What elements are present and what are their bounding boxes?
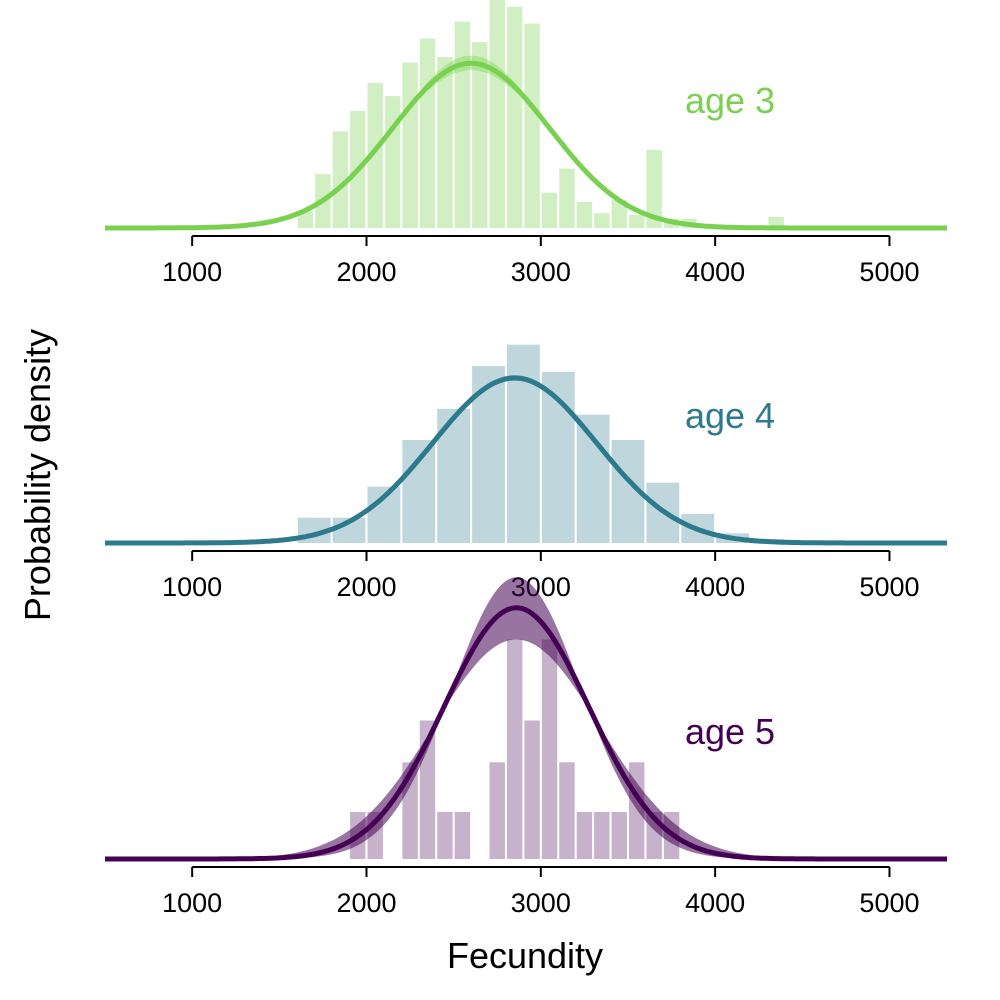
panel-3: 1000 2000 3000 4000 5000 age 5 [105, 577, 947, 918]
histogram-bar [768, 216, 784, 228]
histogram-bar [506, 344, 540, 543]
histogram-bar [524, 23, 540, 228]
x-tick-label: 2000 [336, 572, 396, 602]
panel-1: 1000 2000 3000 4000 5000 age 3 [105, 0, 947, 287]
histogram-bar [628, 214, 645, 228]
x-tick-label: 4000 [685, 888, 745, 918]
x-tick-label: 4000 [685, 257, 745, 287]
x-tick-label: 4000 [685, 572, 745, 602]
histogram-bar [524, 720, 540, 859]
histogram-bar [437, 811, 453, 859]
histogram-bar [559, 762, 575, 859]
x-tick-label: 2000 [336, 257, 396, 287]
histogram-bar [384, 96, 401, 228]
histogram-bar [541, 192, 558, 228]
histogram-bar [419, 38, 436, 229]
histogram-bar [576, 414, 610, 543]
histogram-bar [506, 6, 523, 228]
histogram-bar [402, 62, 418, 228]
histogram-bar [402, 439, 436, 543]
histogram-bar [611, 200, 627, 228]
histogram-bar [489, 0, 505, 228]
panel-label: age 3 [685, 80, 775, 121]
density-band [105, 577, 947, 859]
histogram-bar [489, 762, 505, 859]
histogram-bar [594, 811, 610, 859]
histogram-bar [576, 201, 593, 228]
histogram-bar [367, 83, 383, 228]
density-line [105, 605, 947, 862]
chart-panels: 1000 2000 3000 4000 5000 age 3 1000 2000 3000 400… [105, 0, 947, 918]
x-tick-label: 3000 [511, 888, 571, 918]
histogram-bar [611, 811, 627, 859]
histogram-bar [646, 149, 662, 228]
histogram-bar [437, 57, 453, 228]
histogram-bar [297, 211, 314, 228]
histogram-bar [576, 811, 593, 859]
x-tick-label: 5000 [859, 888, 919, 918]
x-axis-title: Fecundity [447, 935, 603, 976]
histogram-bar [332, 131, 349, 228]
x-tick-label: 2000 [336, 888, 396, 918]
x-tick-label: 1000 [162, 572, 222, 602]
histogram-bar [594, 213, 610, 228]
x-tick-label: 1000 [162, 888, 222, 918]
y-axis-title: Probability density [17, 329, 58, 621]
histogram-bar [454, 811, 471, 859]
density-line [105, 375, 947, 546]
histogram-bar [506, 639, 523, 859]
panel-label: age 4 [685, 395, 775, 436]
histogram-bar [472, 42, 488, 229]
x-tick-label: 5000 [859, 572, 919, 602]
density-line [105, 60, 947, 231]
x-tick-label: 1000 [162, 257, 222, 287]
x-tick-label: 5000 [859, 257, 919, 287]
histogram-bar [541, 639, 558, 859]
histogram-bar [454, 21, 471, 229]
panel-label: age 5 [685, 711, 775, 752]
histogram-bar [559, 168, 575, 228]
x-tick-label: 3000 [511, 257, 571, 287]
